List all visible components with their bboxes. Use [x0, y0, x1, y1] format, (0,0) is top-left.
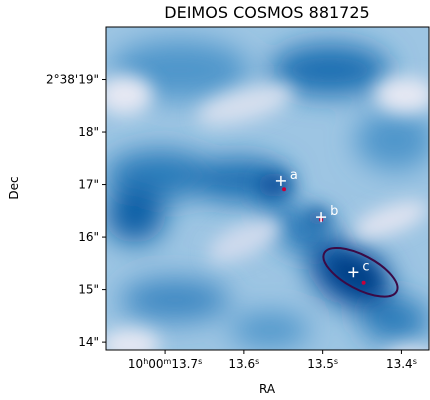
heatmap-image: [106, 27, 429, 350]
marker-label-b: b: [330, 204, 338, 219]
y-tick-label: 17": [78, 178, 99, 192]
y-tick-label: 18": [78, 125, 99, 139]
marker-label-c: c: [362, 259, 369, 274]
heatmap-blob: [196, 84, 294, 126]
heatmap-blob: [230, 312, 310, 348]
x-tick-label: 13.4s: [386, 357, 417, 372]
heatmap-blob: [355, 110, 429, 170]
spectrum-point: [282, 187, 287, 192]
heatmap-blob: [257, 173, 293, 197]
heatmap-blob: [306, 209, 330, 227]
marker-label-a: a: [290, 168, 298, 183]
y-tick-label: 15": [78, 283, 99, 297]
spectrum-point: [361, 280, 366, 285]
y-axis-label: Dec: [7, 176, 21, 199]
heatmap-blob: [208, 217, 282, 263]
heatmap-blob: [331, 257, 379, 293]
chart-title: DEIMOS COSMOS 881725: [164, 3, 369, 22]
x-tick-label: 13.5s: [307, 357, 338, 372]
x-axis: 10h00m13.7s 13.6s 13.5s 13.4s: [128, 350, 417, 371]
heatmap-blob: [270, 44, 390, 96]
heatmap-blob: [106, 75, 153, 115]
x-axis-label: RA: [259, 382, 276, 396]
y-tick-label: 16": [78, 230, 99, 244]
heatmap-blob: [120, 278, 230, 322]
x-tick-label: 10h00m13.7s: [128, 357, 202, 372]
heatmap-blob: [106, 187, 165, 243]
heatmap-blob: [375, 77, 429, 113]
source-markers: a b c: [275, 168, 370, 278]
y-axis: 2°38'19" 18" 17" 16" 15" 14": [46, 73, 106, 349]
heatmap-blob: [352, 201, 428, 239]
heatmap-blob: [360, 298, 429, 342]
y-tick-label: 14": [78, 335, 99, 349]
plot-frame: [105, 26, 430, 351]
heatmap-blob: [106, 329, 160, 350]
y-tick-label: 2°38'19": [46, 73, 99, 87]
x-tick-label: 13.6s: [228, 357, 259, 372]
heatmap-blob: [391, 346, 429, 350]
flux-contour: [322, 246, 399, 298]
